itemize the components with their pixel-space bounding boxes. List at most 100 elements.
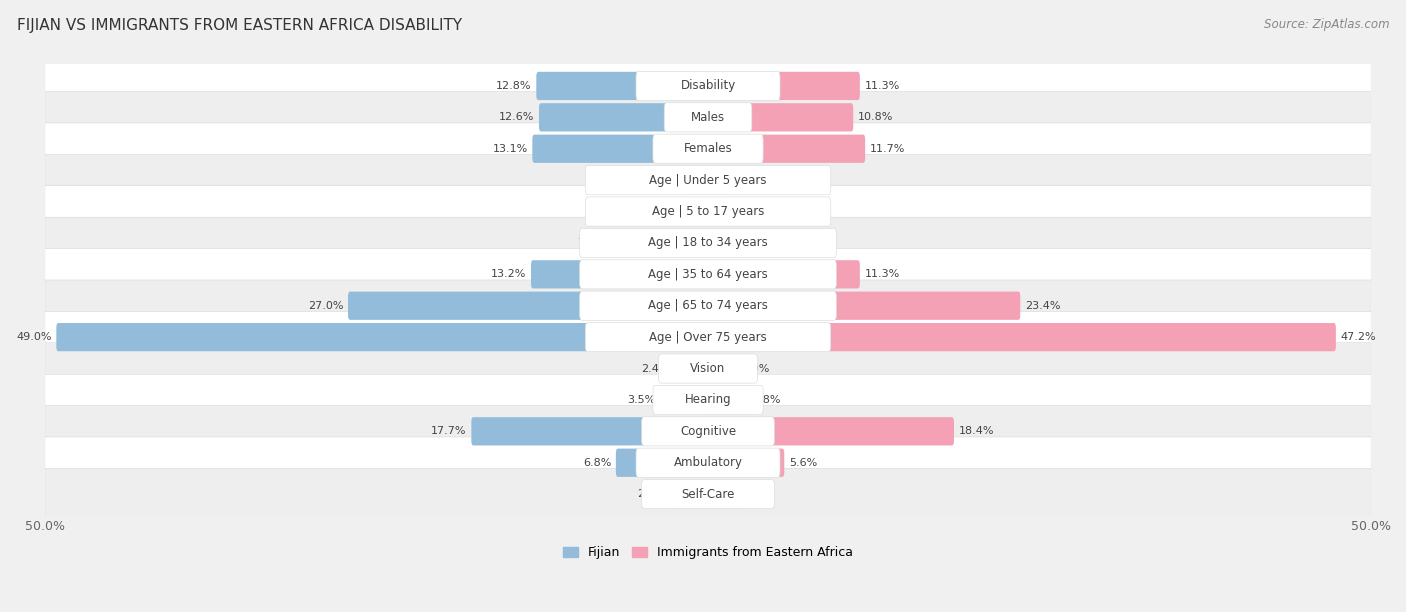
Text: Disability: Disability: [681, 80, 735, 92]
Text: Cognitive: Cognitive: [681, 425, 737, 438]
FancyBboxPatch shape: [706, 323, 1336, 351]
Text: Age | 18 to 34 years: Age | 18 to 34 years: [648, 236, 768, 250]
FancyBboxPatch shape: [658, 354, 758, 383]
Text: 5.7%: 5.7%: [790, 206, 818, 217]
FancyBboxPatch shape: [538, 103, 710, 132]
FancyBboxPatch shape: [706, 354, 737, 382]
FancyBboxPatch shape: [641, 480, 775, 509]
Text: 7.2%: 7.2%: [578, 238, 606, 248]
FancyBboxPatch shape: [706, 480, 741, 508]
FancyBboxPatch shape: [531, 260, 710, 288]
FancyBboxPatch shape: [706, 166, 725, 194]
FancyBboxPatch shape: [706, 417, 955, 446]
FancyBboxPatch shape: [706, 103, 853, 132]
FancyBboxPatch shape: [706, 449, 785, 477]
Text: 2.4%: 2.4%: [641, 364, 669, 373]
FancyBboxPatch shape: [45, 60, 1371, 111]
Text: 23.4%: 23.4%: [1025, 300, 1060, 311]
Text: 1.2%: 1.2%: [731, 175, 759, 185]
Text: Males: Males: [690, 111, 725, 124]
FancyBboxPatch shape: [471, 417, 710, 446]
Text: 2.0%: 2.0%: [741, 364, 769, 373]
Text: 47.2%: 47.2%: [1340, 332, 1376, 342]
FancyBboxPatch shape: [45, 374, 1371, 426]
Text: 17.7%: 17.7%: [432, 427, 467, 436]
FancyBboxPatch shape: [45, 312, 1371, 363]
FancyBboxPatch shape: [45, 280, 1371, 332]
FancyBboxPatch shape: [630, 198, 710, 226]
FancyBboxPatch shape: [45, 123, 1371, 174]
Text: 2.8%: 2.8%: [752, 395, 780, 405]
FancyBboxPatch shape: [45, 217, 1371, 269]
Text: 10.8%: 10.8%: [858, 113, 893, 122]
FancyBboxPatch shape: [45, 406, 1371, 457]
FancyBboxPatch shape: [636, 448, 780, 477]
FancyBboxPatch shape: [671, 480, 710, 508]
Text: 27.0%: 27.0%: [308, 300, 343, 311]
Text: 3.5%: 3.5%: [627, 395, 655, 405]
FancyBboxPatch shape: [579, 259, 837, 289]
FancyBboxPatch shape: [610, 229, 710, 257]
FancyBboxPatch shape: [533, 135, 710, 163]
FancyBboxPatch shape: [585, 197, 831, 226]
FancyBboxPatch shape: [641, 417, 775, 446]
Text: Ambulatory: Ambulatory: [673, 456, 742, 469]
Text: 13.1%: 13.1%: [492, 144, 527, 154]
FancyBboxPatch shape: [45, 186, 1371, 237]
Legend: Fijian, Immigrants from Eastern Africa: Fijian, Immigrants from Eastern Africa: [558, 541, 859, 564]
FancyBboxPatch shape: [652, 386, 763, 414]
FancyBboxPatch shape: [652, 134, 763, 163]
FancyBboxPatch shape: [636, 72, 780, 100]
FancyBboxPatch shape: [45, 154, 1371, 206]
Text: Self-Care: Self-Care: [682, 488, 735, 501]
FancyBboxPatch shape: [579, 291, 837, 320]
Text: 1.2%: 1.2%: [657, 175, 686, 185]
FancyBboxPatch shape: [616, 449, 710, 477]
Text: Age | Under 5 years: Age | Under 5 years: [650, 174, 766, 187]
Text: Source: ZipAtlas.com: Source: ZipAtlas.com: [1264, 18, 1389, 31]
FancyBboxPatch shape: [349, 291, 710, 320]
FancyBboxPatch shape: [536, 72, 710, 100]
FancyBboxPatch shape: [585, 165, 831, 195]
Text: 5.6%: 5.6%: [789, 458, 817, 468]
FancyBboxPatch shape: [664, 103, 752, 132]
FancyBboxPatch shape: [706, 198, 786, 226]
Text: Females: Females: [683, 142, 733, 155]
FancyBboxPatch shape: [579, 228, 837, 258]
Text: 11.7%: 11.7%: [870, 144, 905, 154]
Text: Hearing: Hearing: [685, 394, 731, 406]
FancyBboxPatch shape: [706, 260, 860, 288]
FancyBboxPatch shape: [45, 248, 1371, 300]
FancyBboxPatch shape: [659, 386, 710, 414]
FancyBboxPatch shape: [706, 291, 1021, 320]
Text: 2.3%: 2.3%: [745, 489, 773, 499]
Text: Age | Over 75 years: Age | Over 75 years: [650, 330, 766, 343]
FancyBboxPatch shape: [585, 323, 831, 352]
FancyBboxPatch shape: [45, 437, 1371, 488]
FancyBboxPatch shape: [706, 386, 747, 414]
Text: 49.0%: 49.0%: [17, 332, 52, 342]
FancyBboxPatch shape: [690, 166, 710, 194]
Text: 18.4%: 18.4%: [959, 427, 994, 436]
Text: 12.8%: 12.8%: [496, 81, 531, 91]
Text: 12.6%: 12.6%: [499, 113, 534, 122]
Text: 2.7%: 2.7%: [637, 489, 665, 499]
Text: 11.3%: 11.3%: [865, 81, 900, 91]
Text: 13.2%: 13.2%: [491, 269, 526, 279]
FancyBboxPatch shape: [706, 135, 865, 163]
Text: 5.7%: 5.7%: [598, 206, 626, 217]
Text: 6.7%: 6.7%: [803, 238, 832, 248]
Text: Vision: Vision: [690, 362, 725, 375]
FancyBboxPatch shape: [45, 468, 1371, 520]
FancyBboxPatch shape: [56, 323, 710, 351]
FancyBboxPatch shape: [675, 354, 710, 382]
FancyBboxPatch shape: [45, 92, 1371, 143]
Text: 6.8%: 6.8%: [583, 458, 612, 468]
FancyBboxPatch shape: [706, 72, 860, 100]
Text: Age | 5 to 17 years: Age | 5 to 17 years: [652, 205, 765, 218]
Text: Age | 35 to 64 years: Age | 35 to 64 years: [648, 268, 768, 281]
Text: Age | 65 to 74 years: Age | 65 to 74 years: [648, 299, 768, 312]
Text: 11.3%: 11.3%: [865, 269, 900, 279]
FancyBboxPatch shape: [45, 343, 1371, 394]
Text: FIJIAN VS IMMIGRANTS FROM EASTERN AFRICA DISABILITY: FIJIAN VS IMMIGRANTS FROM EASTERN AFRICA…: [17, 18, 463, 34]
